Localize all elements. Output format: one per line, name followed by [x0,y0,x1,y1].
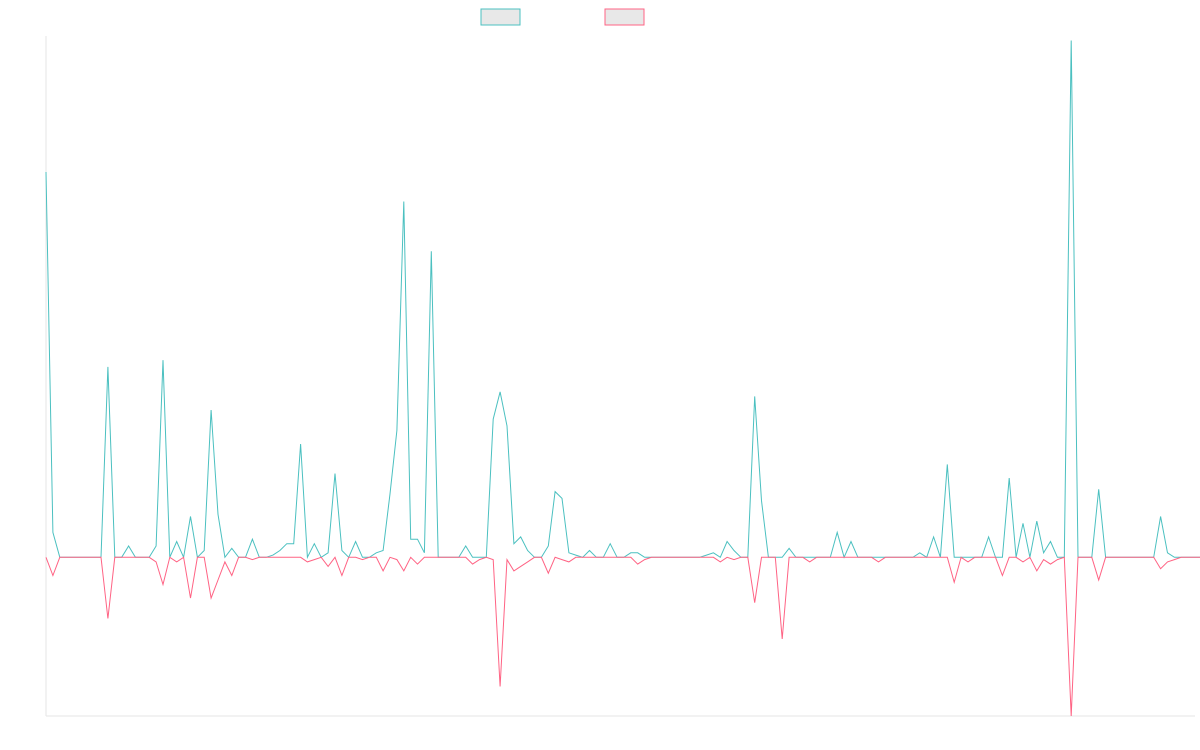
series-line-2 [45,556,1200,717]
legend-swatch-1[interactable] [480,8,521,26]
series-group [45,40,1200,717]
chart-legend [480,8,645,26]
legend-swatch-2[interactable] [604,8,645,26]
series-line-1 [45,40,1200,560]
